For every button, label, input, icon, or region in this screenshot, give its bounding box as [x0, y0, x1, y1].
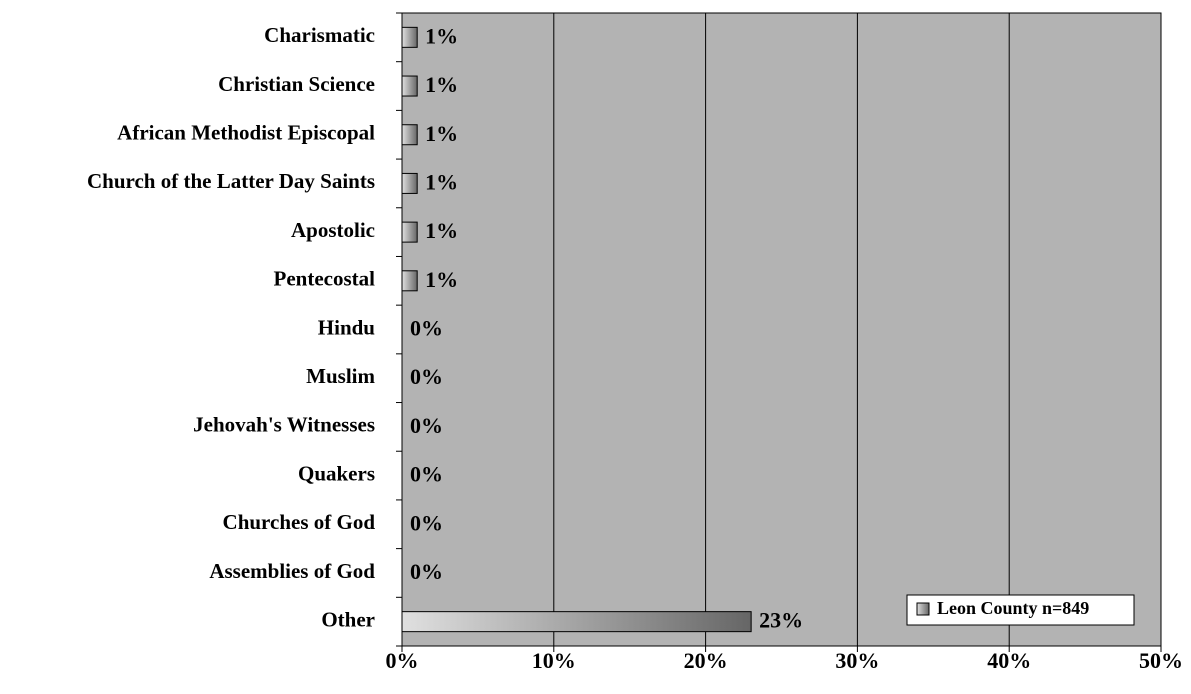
- y-tick-label: Hindu: [318, 315, 376, 339]
- bar: [401, 26, 418, 48]
- y-tick-label: Quakers: [298, 461, 375, 485]
- legend-swatch: [916, 602, 930, 616]
- x-tick-label: 30%: [835, 648, 879, 673]
- value-label: 1%: [425, 267, 458, 292]
- x-tick-label: 20%: [684, 648, 728, 673]
- bar: [401, 172, 418, 194]
- bar: [401, 611, 752, 633]
- legend-box: [906, 594, 1135, 626]
- bar: [401, 75, 418, 97]
- y-tick-label: African Methodist Episcopal: [117, 121, 375, 145]
- value-label: 1%: [425, 23, 458, 48]
- x-tick-label: 0%: [386, 648, 419, 673]
- y-tick-label: Other: [321, 607, 375, 631]
- x-tick-label: 50%: [1139, 648, 1183, 673]
- y-tick-label: Jehovah's Witnesses: [193, 413, 375, 437]
- value-label: 1%: [425, 169, 458, 194]
- x-tick-label: 40%: [987, 648, 1031, 673]
- value-label: 1%: [425, 121, 458, 146]
- value-label: 0%: [410, 510, 443, 535]
- x-tick-label: 10%: [532, 648, 576, 673]
- y-tick-label: Churches of God: [223, 510, 376, 534]
- y-tick-label: Apostolic: [291, 218, 375, 242]
- y-tick-label: Assemblies of God: [209, 559, 375, 583]
- value-label: 0%: [410, 316, 443, 341]
- y-tick-label: Church of the Latter Day Saints: [87, 169, 375, 193]
- value-label: 0%: [410, 559, 443, 584]
- y-tick-label: Pentecostal: [274, 267, 376, 291]
- value-label: 0%: [410, 364, 443, 389]
- bar: [401, 270, 418, 292]
- value-label: 1%: [425, 218, 458, 243]
- plot-area: [401, 12, 1162, 647]
- bar: [401, 221, 418, 243]
- value-label: 23%: [759, 608, 803, 633]
- bar: [401, 124, 418, 146]
- y-tick-label: Muslim: [306, 364, 375, 388]
- value-label: 0%: [410, 413, 443, 438]
- value-label: 0%: [410, 462, 443, 487]
- y-tick-label: Charismatic: [264, 23, 375, 47]
- y-tick-label: Christian Science: [218, 72, 375, 96]
- legend-label: Leon County n=849: [937, 598, 1089, 618]
- value-label: 1%: [425, 72, 458, 97]
